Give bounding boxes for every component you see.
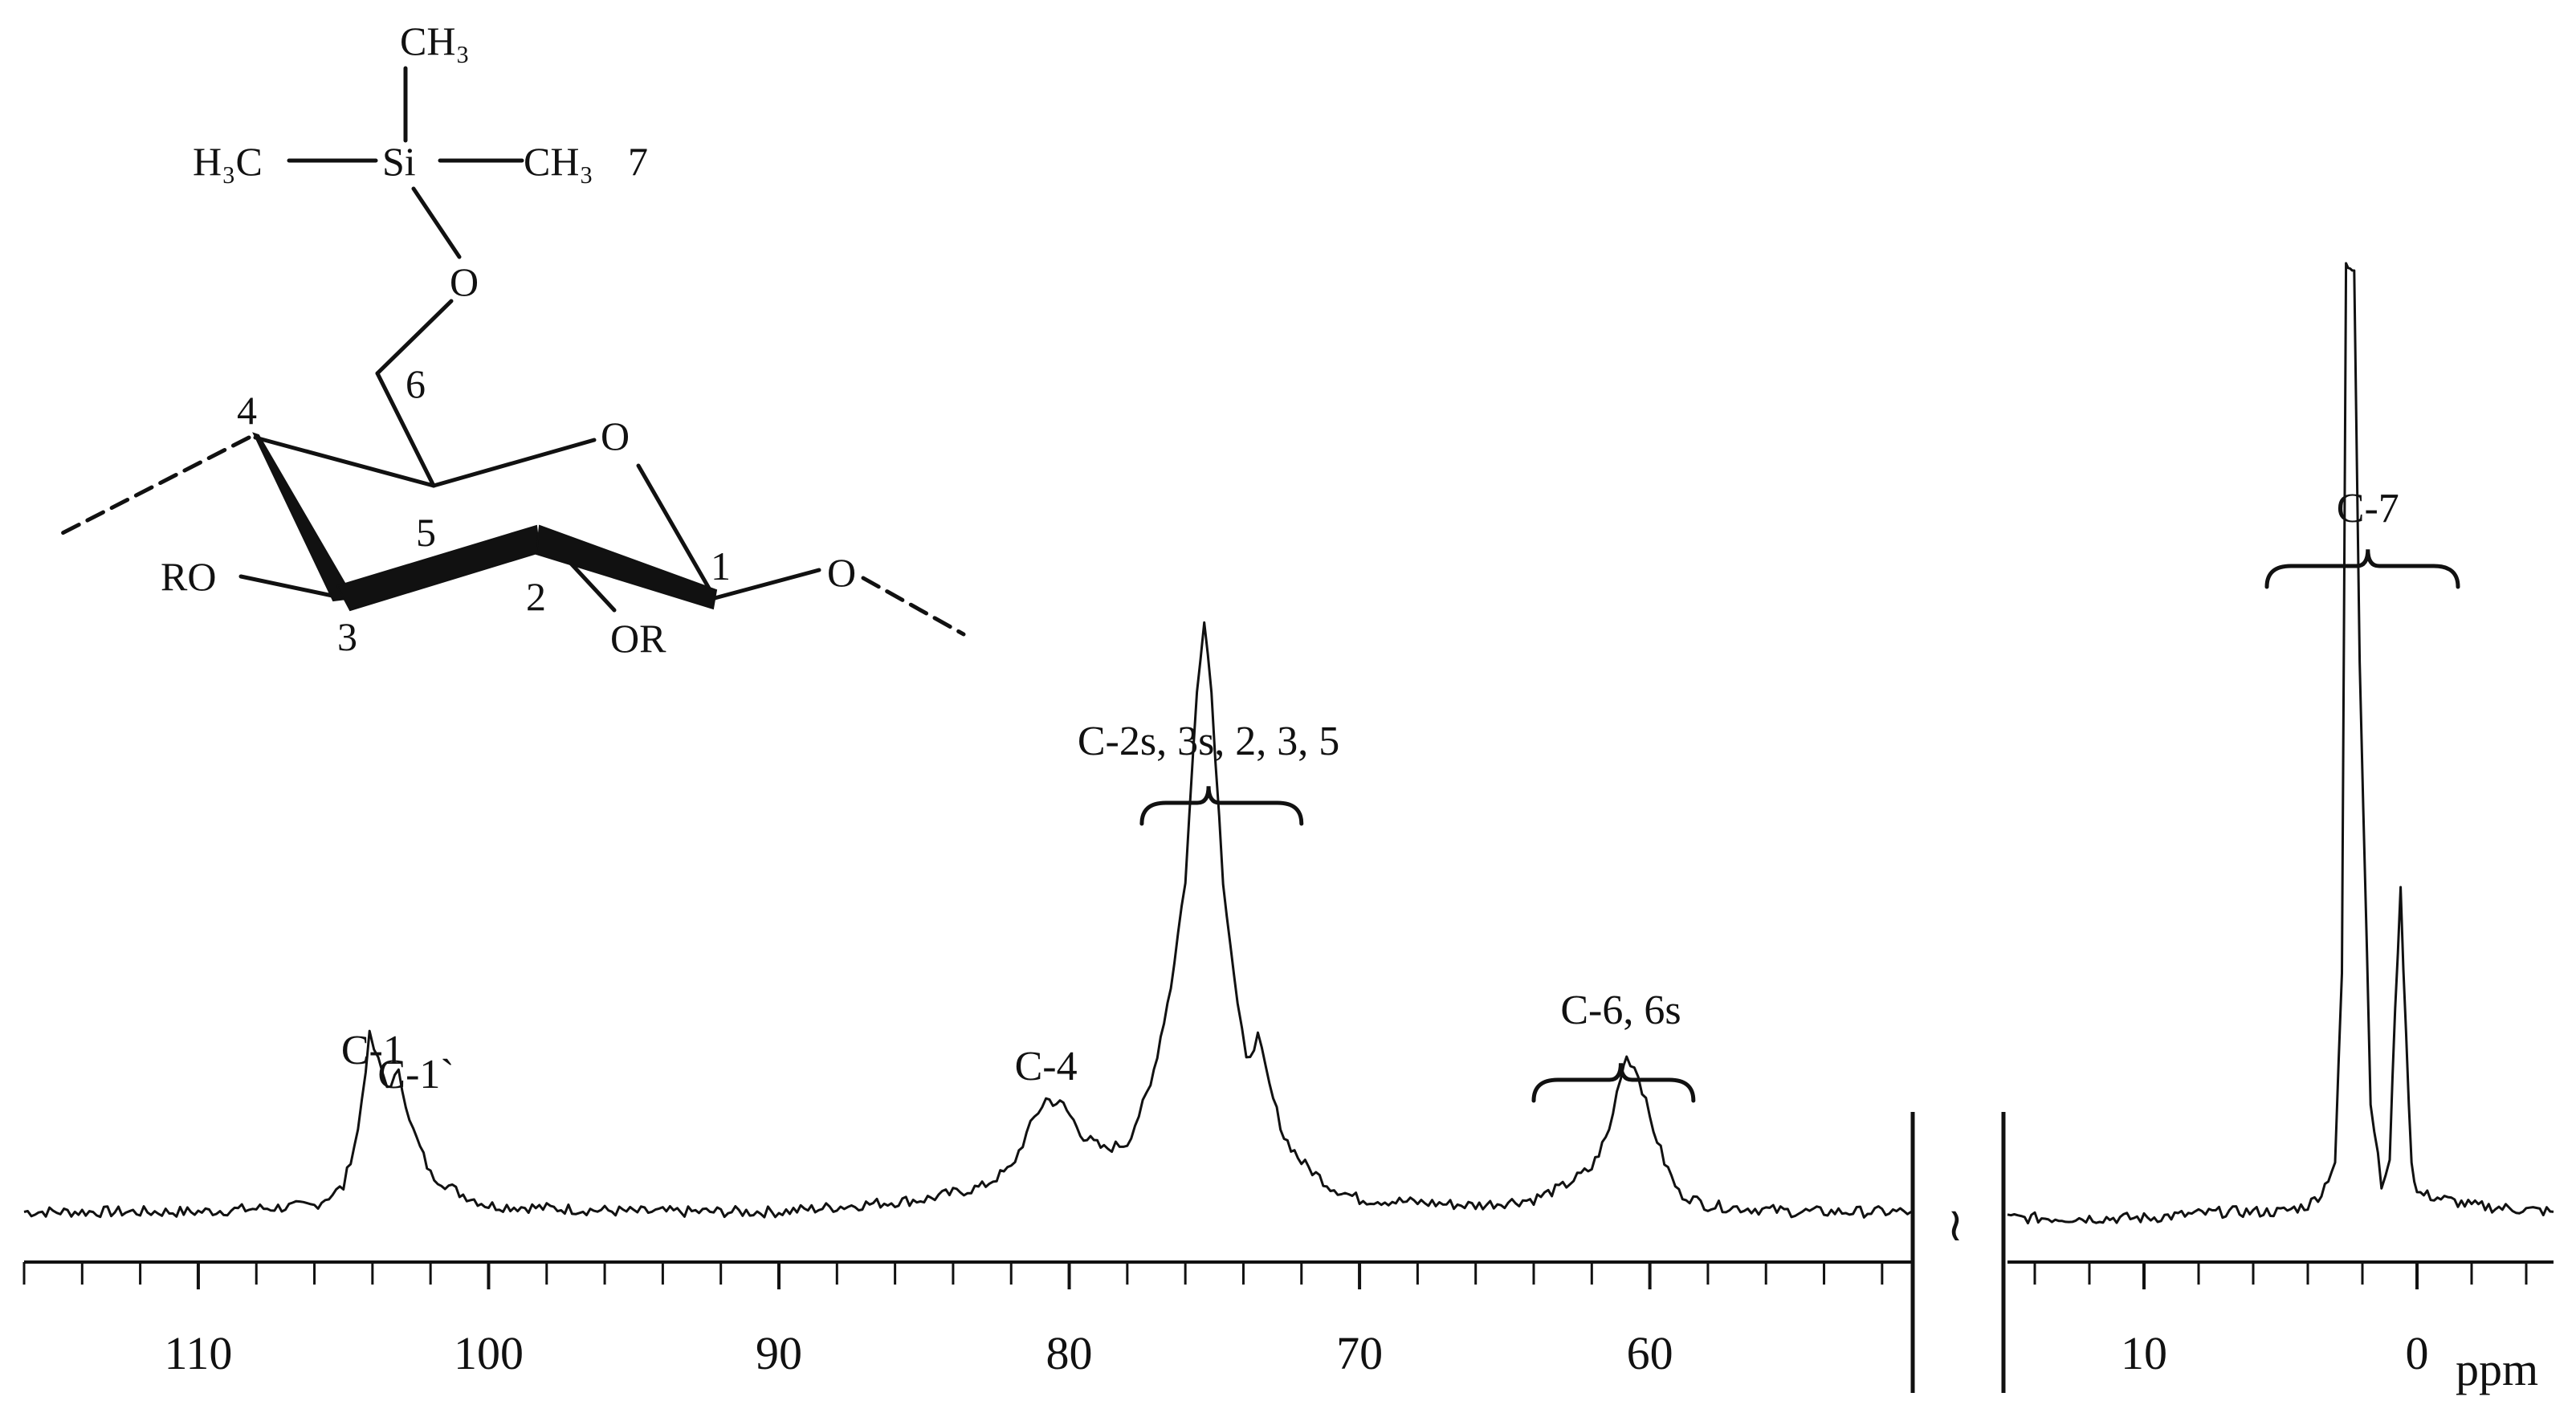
bracket-4 [1139,786,1304,826]
molecule-labels: CH₃ H₃C Si CH₃ 7 O 6 O 4 5 RO 3 2 OR 1 O [161,18,856,661]
spectrum-axes: 110 100 90 80 70 60 10 0 [22,1112,2554,1393]
carbon-1-label: 1 [711,544,731,588]
x-tick-label: 0 [2406,1327,2429,1379]
x-tick-label: 70 [1336,1327,1383,1379]
bracket-6 [2264,549,2460,589]
bond-o-chain-dashed [861,576,966,637]
ring-oxygen-label: O [601,413,630,458]
methyl-top-label: CH₃ [400,18,470,63]
x-tick-label: 110 [164,1327,232,1379]
bond-c5-ring-o [431,438,597,488]
carbon-4-label: 4 [237,388,257,433]
bond-o-c6 [375,299,454,376]
carbon-5-label: 5 [416,510,436,555]
bond-ring-o-c1 [636,463,717,601]
x-tick-label: 90 [756,1327,802,1379]
carbon-6-label: 6 [406,361,426,406]
bond-c6-c5 [375,371,436,488]
ro-substituent-label: RO [161,554,216,599]
x-axis-unit-label: ppm [2456,1343,2538,1395]
peak-annotations: C-1C-1` C-4 C-2s, 3s, 2, 3, 5 C-6, 6s C-7 [341,486,2460,1103]
carbon-2-label: 2 [526,574,546,619]
axis-break-symbol: ≀ [1946,1199,1964,1251]
peak-label-4: C-2s, 3s, 2, 3, 5 [1078,719,1339,764]
molecule-structure [54,66,966,637]
bond-si-o [411,186,462,259]
peak-label-2: C-1` [377,1052,454,1097]
spectrum-trace-2 [2007,262,2554,1225]
bond-c1-glycosidic-o [712,568,821,601]
spectrum-traces [23,262,2554,1225]
x-tick-label: 80 [1046,1327,1093,1379]
bracket-5 [1531,1063,1696,1103]
bond-c3-ro [238,574,346,601]
silicon-label: Si [382,139,416,184]
carbon-3-label: 3 [337,614,357,659]
bond-c2-c1-bold [535,524,718,610]
glycosidic-oxygen-label: O [827,550,856,595]
x-tick-label: 10 [2121,1327,2167,1379]
peak-label-3: C-4 [1015,1044,1078,1089]
peak-label-1: C-1 [341,1028,404,1073]
bond-c4-chain-dashed [54,435,251,539]
bond-c4-c5 [253,435,436,488]
carbon-7-label: 7 [628,139,648,184]
x-tick-label: 60 [1627,1327,1673,1379]
bond-c3-c2-bold [336,524,541,612]
peak-label-6: C-7 [2337,486,2399,531]
methyl-left-label: H₃C [193,139,263,184]
or-substituent-label: OR [610,616,666,661]
silyl-ether-oxygen-label: O [450,259,479,304]
peak-label-5: C-6, 6s [1560,987,1681,1033]
x-tick-label: 100 [454,1327,524,1379]
methyl-right-label: CH₃ [524,139,593,184]
spectrum-trace-1 [23,621,1912,1219]
